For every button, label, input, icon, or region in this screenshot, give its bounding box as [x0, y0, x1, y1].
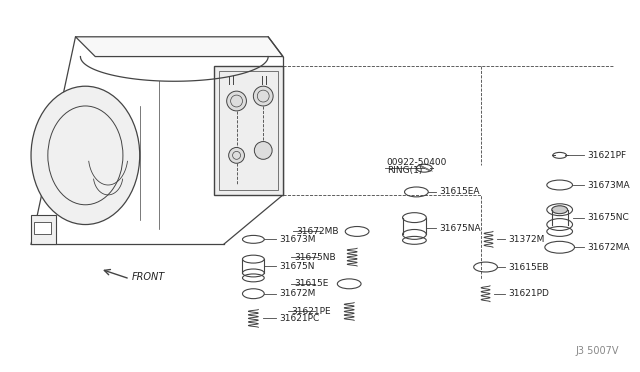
Text: 31372M: 31372M: [508, 235, 545, 244]
Text: 31615EA: 31615EA: [439, 187, 479, 196]
Ellipse shape: [228, 147, 244, 163]
Text: 31675NB: 31675NB: [294, 253, 335, 262]
Text: 31672MB: 31672MB: [296, 227, 339, 236]
Text: 31615EB: 31615EB: [508, 263, 548, 272]
Text: 00922-50400: 00922-50400: [387, 158, 447, 167]
Text: RING(1): RING(1): [387, 166, 422, 175]
Text: 31675NC: 31675NC: [588, 213, 629, 222]
Polygon shape: [214, 67, 283, 195]
Text: FRONT: FRONT: [132, 272, 165, 282]
Ellipse shape: [552, 206, 568, 214]
Ellipse shape: [31, 86, 140, 225]
Text: 31675NA: 31675NA: [439, 224, 481, 233]
Ellipse shape: [254, 141, 272, 159]
Text: 31621PF: 31621PF: [588, 151, 627, 160]
Text: 31615E: 31615E: [294, 279, 328, 288]
Ellipse shape: [227, 91, 246, 111]
Text: 31672MA: 31672MA: [588, 243, 630, 252]
Text: 31673MA: 31673MA: [588, 180, 630, 189]
Polygon shape: [34, 222, 51, 234]
Polygon shape: [76, 37, 283, 57]
Ellipse shape: [253, 86, 273, 106]
Text: 31621PC: 31621PC: [279, 314, 319, 323]
Text: 31673M: 31673M: [279, 235, 316, 244]
Text: 31672M: 31672M: [279, 289, 316, 298]
Polygon shape: [31, 215, 56, 244]
Text: 31621PE: 31621PE: [291, 307, 330, 316]
Text: 31675N: 31675N: [279, 262, 314, 270]
Text: J3 5007V: J3 5007V: [575, 346, 619, 356]
Text: 31621PD: 31621PD: [508, 289, 549, 298]
